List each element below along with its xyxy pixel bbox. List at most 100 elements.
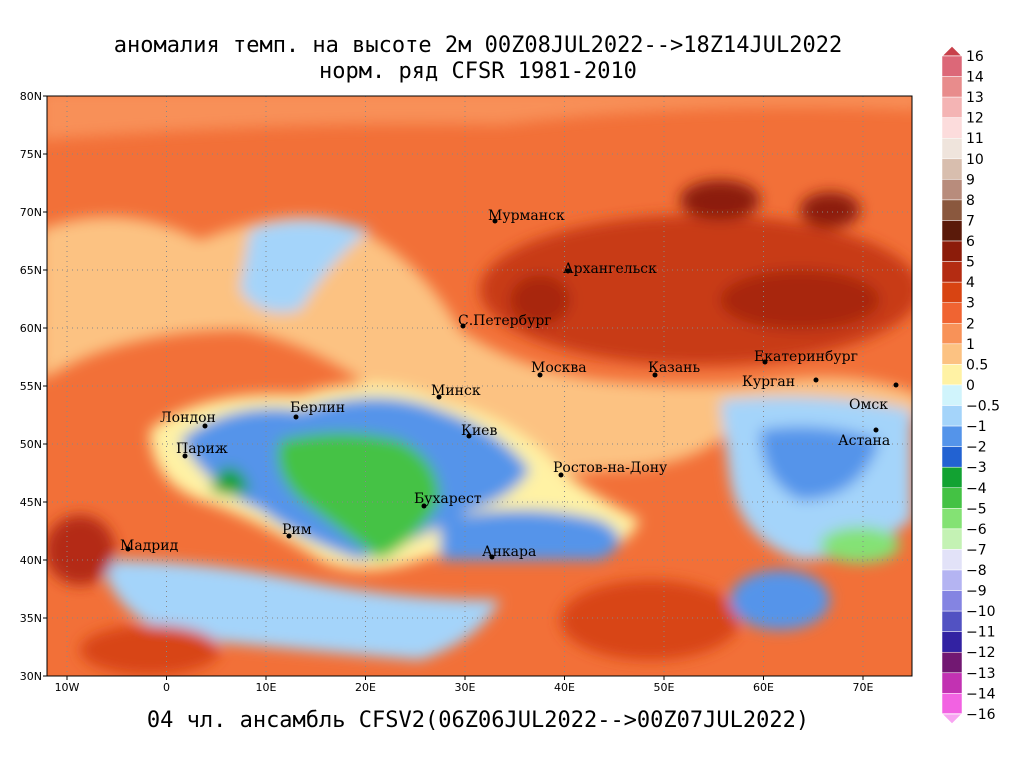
colorbar-box xyxy=(941,76,963,98)
colorbar-label: 8 xyxy=(966,193,975,209)
colorbar-box xyxy=(941,137,963,160)
city-label: Берлин xyxy=(290,400,345,416)
lat-label: 80N xyxy=(20,90,42,103)
grid xyxy=(47,96,912,676)
city-label: Бухарест xyxy=(414,491,482,507)
lat-label: 65N xyxy=(20,264,42,277)
lon-label: 20E xyxy=(355,681,376,694)
colorbar-label: 13 xyxy=(966,90,984,106)
lat-label: 45N xyxy=(20,496,42,509)
colorbar-label: 14 xyxy=(966,70,984,86)
colorbar-label: −3 xyxy=(966,460,987,476)
colorbar-box xyxy=(941,117,963,139)
city-dot xyxy=(182,453,188,459)
city-label: Киев xyxy=(461,423,497,439)
city-dot xyxy=(492,218,498,224)
lon-label: 30E xyxy=(455,681,476,694)
city-label: Мадрид xyxy=(120,538,179,554)
city-dot xyxy=(537,372,543,378)
colorbar-label: 3 xyxy=(966,296,975,312)
colorbar-label: 9 xyxy=(966,172,975,188)
colorbar-box xyxy=(941,610,963,632)
lon-label: 70E xyxy=(853,681,874,694)
colorbar-label: −2 xyxy=(966,440,987,456)
colorbar-label: −1 xyxy=(966,419,987,435)
lon-label: 50E xyxy=(654,681,675,694)
lon-label: 60E xyxy=(753,681,774,694)
colorbar-label: −8 xyxy=(966,563,987,579)
city-dot xyxy=(125,546,131,552)
lat-label: 75N xyxy=(20,148,42,161)
colorbar-label: −11 xyxy=(966,625,996,641)
city-dot xyxy=(813,377,819,383)
city-label: Казань xyxy=(648,360,700,376)
colorbar-label: −10 xyxy=(966,604,996,620)
colorbar-label: −9 xyxy=(966,584,987,600)
colorbar-label: −12 xyxy=(966,645,996,661)
colorbar-box xyxy=(941,96,963,118)
lat-label: 60N xyxy=(20,322,42,335)
colorbar-box xyxy=(941,158,963,180)
footer: 04 чл. ансамбль CFSV2(06Z06JUL2022-->00Z… xyxy=(147,708,809,733)
colorbar-box xyxy=(941,302,963,324)
city-dot xyxy=(466,433,472,439)
colorbar-box xyxy=(941,549,963,571)
colorbar-label: −4 xyxy=(966,481,987,497)
colorbar-box xyxy=(941,364,963,386)
colorbar-box xyxy=(941,672,963,694)
city-dot xyxy=(565,268,571,274)
colorbar-box xyxy=(941,651,963,674)
colorbar-box xyxy=(941,446,963,468)
city-label: Рим xyxy=(282,522,312,538)
lat-label: 55N xyxy=(20,380,42,393)
city-label: Мурманск xyxy=(488,208,565,224)
city-label: Париж xyxy=(176,441,228,457)
lon-label: 10E xyxy=(256,681,277,694)
colorbar-label: −13 xyxy=(966,666,996,682)
colorbar-label: 16 xyxy=(966,49,984,65)
city-label: Ростов-на-Дону xyxy=(553,460,668,476)
city-dot xyxy=(286,533,292,539)
colorbar-label: 10 xyxy=(966,152,984,168)
lat-label: 70N xyxy=(20,206,42,219)
colorbar-label: −6 xyxy=(966,522,987,538)
colorbar-box xyxy=(941,240,963,262)
colorbar-box xyxy=(941,528,963,550)
colorbar-box xyxy=(941,631,963,653)
lon-label: 0 xyxy=(163,681,170,694)
title: аномалия темп. на высоте 2м 00Z08JUL2022… xyxy=(114,33,842,58)
city-dot xyxy=(293,414,299,420)
colorbar-box xyxy=(941,466,963,489)
colorbar-box xyxy=(941,343,963,365)
colorbar-box xyxy=(941,405,963,427)
lat-label: 35N xyxy=(20,612,42,625)
lon-label: 40E xyxy=(554,681,575,694)
city-label: Минск xyxy=(431,383,481,399)
city-dot xyxy=(893,382,899,388)
colorbar-label: −16 xyxy=(966,707,996,723)
lat-label: 40N xyxy=(20,554,42,567)
city-label: Москва xyxy=(531,360,587,376)
city-label: Омск xyxy=(849,397,888,413)
city-label: Курган xyxy=(742,374,795,390)
colorbar-box xyxy=(941,508,963,530)
colorbar-box xyxy=(941,220,963,242)
city-dot xyxy=(202,423,208,429)
colorbar-box xyxy=(941,569,963,591)
lon-label: 10W xyxy=(55,681,80,694)
city-label: Астана xyxy=(838,433,890,449)
colorbar-label: 4 xyxy=(966,275,975,291)
city-dot xyxy=(460,323,466,329)
colorbar-box xyxy=(941,384,963,406)
city-label: Лондон xyxy=(160,410,216,426)
colorbar-label: −5 xyxy=(966,501,987,517)
colorbar-label: 0.5 xyxy=(966,357,988,373)
colorbar-box xyxy=(941,323,963,345)
city-dot xyxy=(873,427,879,433)
subtitle: норм. ряд CFSR 1981-2010 xyxy=(319,59,637,84)
colorbar-top xyxy=(940,45,964,57)
city-dot xyxy=(652,372,658,378)
colorbar-label: −0.5 xyxy=(966,399,1000,415)
colorbar-label: −14 xyxy=(966,686,996,702)
